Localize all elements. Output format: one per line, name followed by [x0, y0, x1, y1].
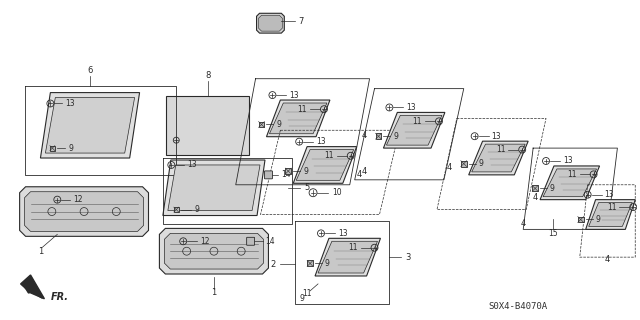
Text: 4: 4 [605, 255, 610, 264]
Text: 13: 13 [338, 229, 348, 238]
Polygon shape [468, 141, 528, 175]
Polygon shape [40, 92, 140, 158]
Bar [532, 186, 538, 191]
Polygon shape [383, 112, 445, 148]
Polygon shape [296, 149, 354, 180]
Bar [376, 133, 381, 139]
Text: 4: 4 [362, 167, 367, 176]
Text: 9: 9 [276, 120, 281, 129]
Polygon shape [387, 116, 442, 145]
Text: 2: 2 [270, 260, 275, 268]
Text: 9: 9 [325, 259, 330, 268]
Text: 13: 13 [605, 190, 614, 199]
Bar [174, 207, 179, 212]
Polygon shape [259, 15, 282, 31]
Text: 10: 10 [332, 188, 342, 197]
Text: 9: 9 [303, 167, 308, 176]
Polygon shape [20, 275, 44, 299]
Text: 11: 11 [567, 170, 577, 179]
Polygon shape [543, 169, 596, 197]
Polygon shape [269, 103, 327, 134]
Polygon shape [293, 147, 356, 183]
Polygon shape [164, 233, 264, 269]
Text: 13: 13 [316, 137, 326, 146]
Text: 11: 11 [496, 145, 506, 154]
Text: 13: 13 [187, 160, 196, 170]
Polygon shape [257, 13, 284, 33]
Text: 4: 4 [520, 219, 525, 228]
Text: 4: 4 [357, 170, 362, 180]
Bar [259, 122, 264, 127]
Text: 13: 13 [65, 99, 75, 108]
Polygon shape [20, 187, 148, 236]
Text: 9: 9 [394, 132, 398, 141]
Text: 1: 1 [38, 247, 43, 256]
Bar [50, 146, 55, 151]
Text: 12: 12 [200, 237, 209, 246]
Text: 13: 13 [289, 91, 299, 100]
Text: 14: 14 [266, 237, 275, 246]
Text: FR.: FR. [51, 292, 68, 302]
Text: 11: 11 [413, 117, 422, 126]
Bar [461, 161, 467, 167]
Text: 13: 13 [492, 132, 501, 141]
Polygon shape [540, 166, 600, 200]
Text: 9: 9 [596, 215, 600, 224]
Text: 4: 4 [362, 131, 367, 140]
Text: 6: 6 [87, 66, 93, 75]
Text: 14: 14 [282, 170, 291, 180]
Polygon shape [166, 96, 248, 155]
Text: 7: 7 [298, 17, 303, 26]
Text: 9: 9 [550, 184, 555, 193]
Polygon shape [472, 144, 525, 172]
FancyBboxPatch shape [264, 171, 273, 179]
Text: 12: 12 [73, 195, 83, 204]
Text: 9: 9 [300, 294, 305, 303]
Text: 13: 13 [406, 103, 416, 112]
Text: 9: 9 [68, 144, 73, 153]
Text: 1: 1 [211, 288, 216, 297]
Text: 11: 11 [348, 243, 358, 252]
Bar [307, 260, 313, 267]
Text: 11: 11 [607, 203, 616, 212]
Text: 9: 9 [479, 159, 483, 168]
Polygon shape [168, 165, 260, 211]
Text: 9: 9 [194, 205, 199, 214]
Bar [285, 168, 291, 174]
Polygon shape [24, 192, 143, 231]
Polygon shape [586, 200, 636, 229]
Text: 4: 4 [446, 164, 451, 172]
Text: 5: 5 [304, 183, 309, 192]
Text: 4: 4 [532, 193, 538, 202]
Polygon shape [163, 160, 265, 215]
Text: 13: 13 [563, 156, 573, 165]
Polygon shape [589, 203, 632, 227]
Text: 11: 11 [324, 151, 334, 160]
Text: 8: 8 [205, 71, 211, 80]
Bar [578, 217, 584, 222]
Polygon shape [315, 238, 380, 276]
Text: 3: 3 [405, 253, 411, 262]
Polygon shape [318, 241, 378, 273]
Polygon shape [266, 100, 330, 137]
Polygon shape [159, 228, 268, 274]
Text: 15: 15 [548, 229, 558, 238]
Text: S0X4-B4070A: S0X4-B4070A [488, 302, 548, 311]
Polygon shape [45, 98, 134, 153]
Text: 11: 11 [298, 105, 307, 114]
FancyBboxPatch shape [246, 237, 255, 245]
Text: 11: 11 [302, 289, 312, 298]
